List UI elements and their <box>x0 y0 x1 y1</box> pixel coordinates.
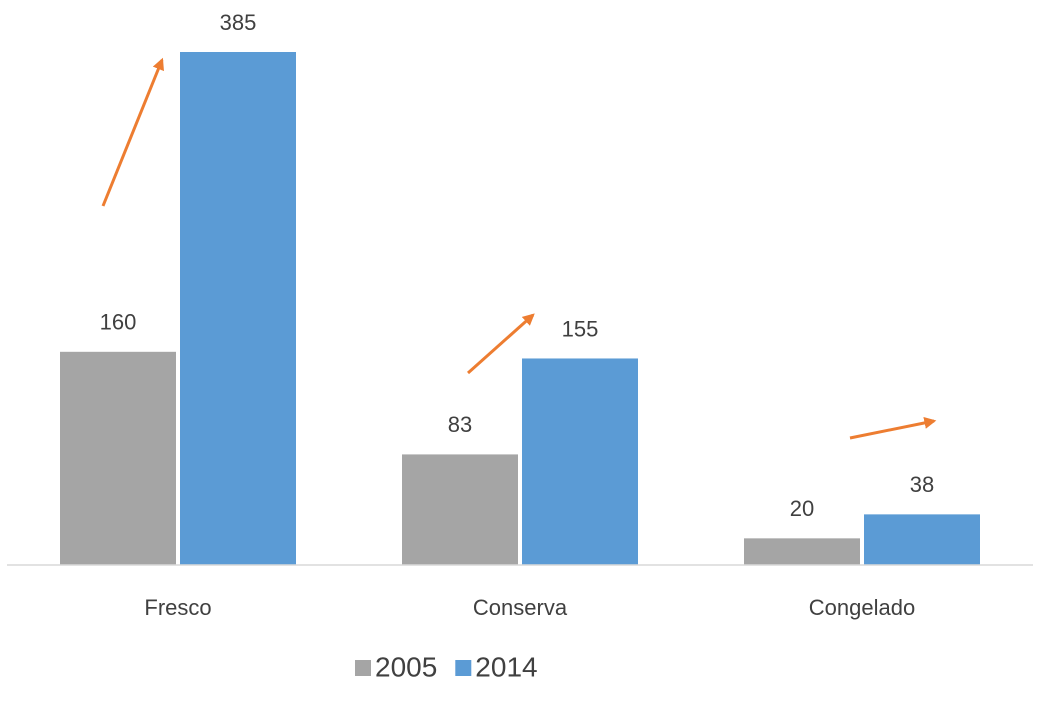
data-label: 38 <box>910 472 934 497</box>
trend-arrows <box>101 57 937 440</box>
x-tick-label: Fresco <box>144 595 211 620</box>
data-label: 385 <box>220 10 257 35</box>
bar <box>744 538 860 565</box>
data-label: 83 <box>448 412 472 437</box>
arrow <box>849 417 937 440</box>
data-label: 20 <box>790 496 814 521</box>
legend-label: 2005 <box>375 651 437 682</box>
bar <box>864 514 980 565</box>
x-tick-label: Conserva <box>473 595 568 620</box>
legend-swatch <box>355 660 371 676</box>
data-label: 160 <box>100 310 137 335</box>
bar <box>522 358 638 565</box>
legend-label: 2014 <box>475 651 537 682</box>
x-tick-label: Congelado <box>809 595 915 620</box>
legend-swatch <box>455 660 472 676</box>
arrow <box>101 57 164 207</box>
bar <box>180 52 296 565</box>
bar <box>60 351 176 565</box>
data-label: 155 <box>562 316 599 341</box>
bar <box>402 454 518 565</box>
arrow <box>467 313 535 375</box>
